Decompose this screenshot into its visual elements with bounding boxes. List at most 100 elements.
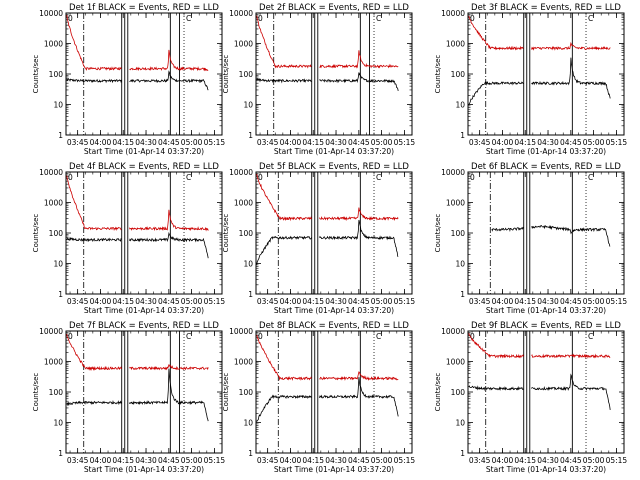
y-tick-label: 10 [243,101,253,110]
lld-series-line [468,333,611,359]
events-series-line [256,377,399,422]
panel-det-1: Det 1f BLACK = Events, RED = LLD 1 10 100 10… [32,3,225,156]
x-tick-label: 05:00 [583,297,605,306]
x-tick-label: 03:45 [257,297,279,306]
y-tick-label: 1000 [44,40,63,49]
y-tick-label: 1 [460,290,465,299]
panel-det-6: Det 6f BLACK = Events, RED = LLD 1 10 100 10… [434,162,627,315]
legend-marker: C [588,332,593,341]
x-tick-label: 05:15 [394,456,416,465]
panel-det-8: Det 8f BLACK = Events, RED = LLD 1 10 100 10… [222,321,415,474]
y-tick-label: 100 [451,388,466,397]
legend-marker: C [186,173,191,182]
y-tick-label: 100 [49,70,64,79]
x-tick-label: 05:15 [606,138,628,147]
events-series-line [66,231,209,259]
x-tick-label: 04:00 [90,456,112,465]
y-tick-label: 1 [58,449,63,458]
y-tick-label: 100 [239,388,254,397]
x-tick-label: 04:45 [158,138,180,147]
lld-series-line [468,15,611,51]
x-tick-label: 04:00 [492,138,514,147]
events-series-line [468,373,611,410]
y-tick-label: 100 [49,229,64,238]
x-tick-label: 03:45 [67,138,89,147]
x-tick-label: 04:00 [492,297,514,306]
y-tick-label: 1000 [234,40,253,49]
x-tick-label: 04:15 [112,138,134,147]
legend-marker: 0 [470,14,475,23]
lld-series-line [66,15,209,72]
legend-marker: C [588,173,593,182]
x-tick-label: 04:30 [135,297,157,306]
panel-title: Det 7f BLACK = Events, RED = LLD [69,321,219,331]
x-tick-label: 04:45 [348,138,370,147]
panel-title: Det 4f BLACK = Events, RED = LLD [69,162,219,172]
plot-frame [467,171,625,295]
y-tick-label: 10000 [39,327,63,336]
x-tick-label: 05:15 [204,138,226,147]
events-series-line [468,57,611,106]
y-tick-label: 1 [58,131,63,140]
x-tick-label: 04:30 [325,297,347,306]
x-tick-label: 04:30 [135,456,157,465]
lld-series-line [66,175,209,232]
panel-title: Det 9f BLACK = Events, RED = LLD [471,321,621,331]
panel-det-5: Det 5f BLACK = Events, RED = LLD 1 10 100 10… [222,162,415,315]
x-tick-label: 05:00 [181,138,203,147]
y-tick-label: 10 [455,260,465,269]
y-tick-label: 10 [243,260,253,269]
legend-marker: C [376,14,381,23]
plot-frame [255,171,413,295]
x-tick-label: 03:45 [67,456,89,465]
x-axis-label: Start Time (01-Apr-14 03:37:20) [84,465,204,474]
plot-frame [255,330,413,454]
legend-marker: 0 [470,173,475,182]
y-tick-label: 1 [248,290,253,299]
y-tick-label: 1000 [446,40,465,49]
x-axis-label: Start Time (01-Apr-14 03:37:20) [274,306,394,315]
x-tick-label: 04:15 [302,456,324,465]
panel-title: Det 6f BLACK = Events, RED = LLD [471,162,621,172]
y-axis-label: Counts/sec [222,55,230,94]
panel-title: Det 5f BLACK = Events, RED = LLD [259,162,409,172]
events-series-line [256,72,399,91]
y-tick-label: 1000 [234,358,253,367]
x-tick-label: 04:00 [492,456,514,465]
plot-frame [65,171,223,295]
y-axis-label: Counts/sec [222,373,230,412]
x-tick-label: 04:30 [325,456,347,465]
x-tick-label: 04:30 [537,138,559,147]
y-tick-label: 10000 [229,327,253,336]
y-tick-label: 1 [460,131,465,140]
events-series-line [66,70,209,91]
x-tick-label: 05:00 [371,138,393,147]
y-axis-label: Counts/sec [434,55,442,94]
x-tick-label: 04:45 [560,456,582,465]
x-tick-label: 04:15 [112,297,134,306]
x-axis-label: Start Time (01-Apr-14 03:37:20) [274,465,394,474]
panel-det-3: Det 3f BLACK = Events, RED = LLD 1 10 100 10… [434,3,627,156]
legend-marker: 0 [470,332,475,341]
y-tick-label: 1000 [44,358,63,367]
x-tick-label: 04:00 [90,138,112,147]
x-tick-label: 04:15 [302,138,324,147]
legend-marker: C [588,14,593,23]
x-tick-label: 04:30 [537,456,559,465]
y-tick-label: 1 [460,449,465,458]
panel-det-2: Det 2f BLACK = Events, RED = LLD 1 10 100 10… [222,3,415,156]
x-axis-label: Start Time (01-Apr-14 03:37:20) [84,306,204,315]
y-tick-label: 1000 [446,199,465,208]
x-tick-label: 04:30 [135,138,157,147]
panel-det-7: Det 7f BLACK = Events, RED = LLD 1 10 100 10… [32,321,225,474]
x-tick-label: 04:45 [158,297,180,306]
x-tick-label: 05:00 [371,456,393,465]
y-tick-label: 10 [455,101,465,110]
x-tick-label: 05:00 [181,297,203,306]
y-tick-label: 10000 [39,168,63,177]
y-axis-label: Counts/sec [222,214,230,253]
plot-frame [255,12,413,136]
y-tick-label: 10000 [441,9,465,18]
y-axis-label: Counts/sec [32,214,40,253]
